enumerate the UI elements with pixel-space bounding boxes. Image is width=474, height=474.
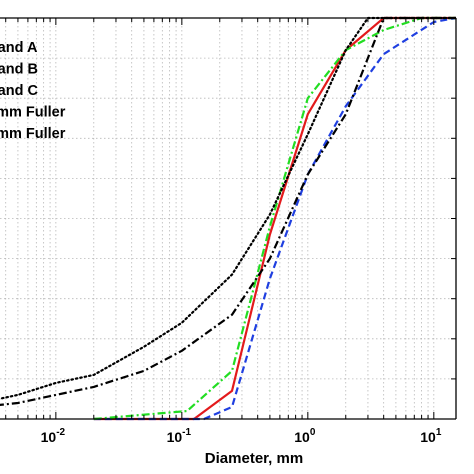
axes-frame [0, 17, 457, 420]
x-tick-label: 10-1 [167, 427, 192, 445]
legend-label: Sand A [0, 40, 38, 56]
legend-label: Sand C [0, 83, 38, 99]
series-line-sand-c [93, 16, 456, 421]
x-tick-label: 100 [294, 427, 316, 445]
x-tick-labels: 10-2 10-1 100 101 [41, 427, 442, 445]
x-tick-label: 10-2 [41, 427, 66, 445]
legend-label: 4mm Fuller [0, 105, 66, 121]
x-axis-title: Diameter, mm [205, 450, 303, 467]
series-line-4mm-fuller [0, 16, 458, 400]
x-tick-label: 101 [420, 427, 442, 445]
series-line-2mm-fuller [0, 16, 456, 406]
grid [0, 18, 456, 419]
legend-label: 2mm Fuller [0, 126, 66, 142]
legend-label: Sand B [0, 62, 38, 78]
legend: Sand A Sand B Sand C 4mm Fuller 2mm Fuller [0, 40, 66, 142]
